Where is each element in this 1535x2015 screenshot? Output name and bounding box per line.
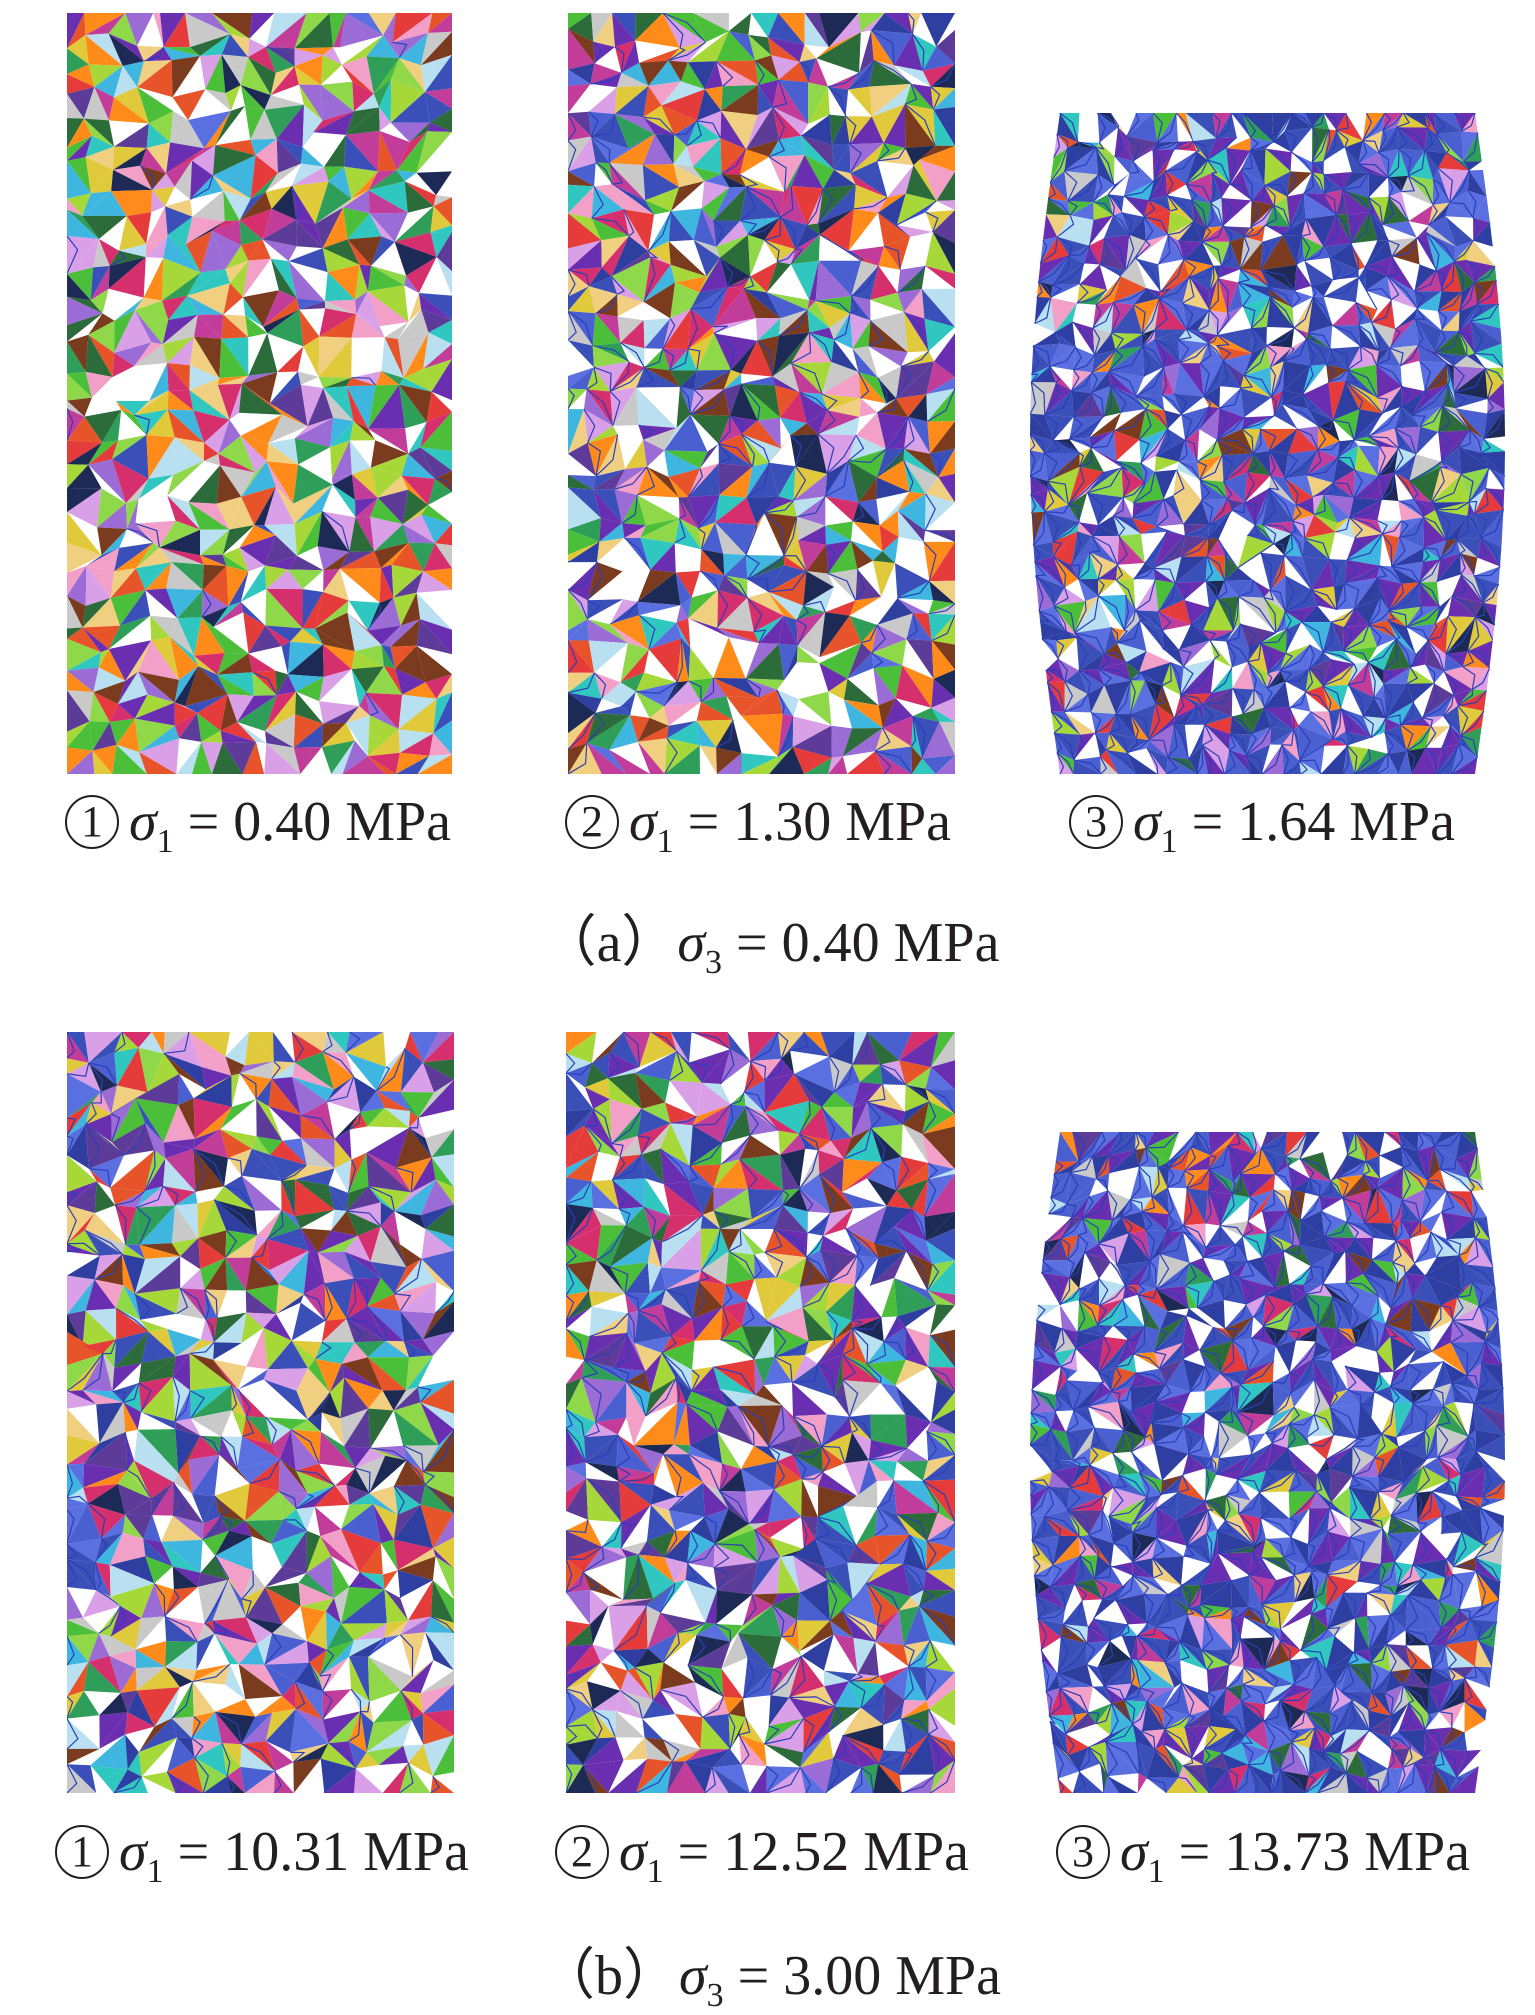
- particle-assembly: [568, 13, 955, 774]
- specimen-a-stage-3: [1030, 113, 1505, 774]
- particle-assembly: [1030, 1132, 1505, 1793]
- particle-assembly: [67, 13, 452, 774]
- particle-assembly: [566, 1032, 955, 1793]
- specimen-a-stage-2: [568, 13, 955, 774]
- caption-b: （b）σ3 = 3.00 MPa: [539, 1945, 1001, 2014]
- specimen-b-stage-2: [566, 1032, 955, 1793]
- stage-label-a-1: 1 σ1 = 0.40 MPa: [65, 790, 451, 861]
- stage-label-b-3: 3 σ1 = 13.73 MPa: [1056, 1820, 1470, 1891]
- specimen-a-stage-1: [67, 13, 452, 774]
- particle-assembly: [67, 1032, 454, 1793]
- specimen-b-stage-3: [1030, 1132, 1505, 1793]
- stage-label-b-1: 1 σ1 = 10.31 MPa: [55, 1820, 469, 1891]
- stage-label-a-3: 3 σ1 = 1.64 MPa: [1069, 790, 1455, 861]
- stage-label-b-2: 2 σ1 = 12.52 MPa: [555, 1820, 969, 1891]
- particle-assembly: [1030, 113, 1505, 774]
- stage-label-a-2: 2 σ1 = 1.30 MPa: [565, 790, 951, 861]
- caption-a: （a）σ3 = 0.40 MPa: [540, 912, 1000, 981]
- specimen-b-stage-1: [67, 1032, 454, 1793]
